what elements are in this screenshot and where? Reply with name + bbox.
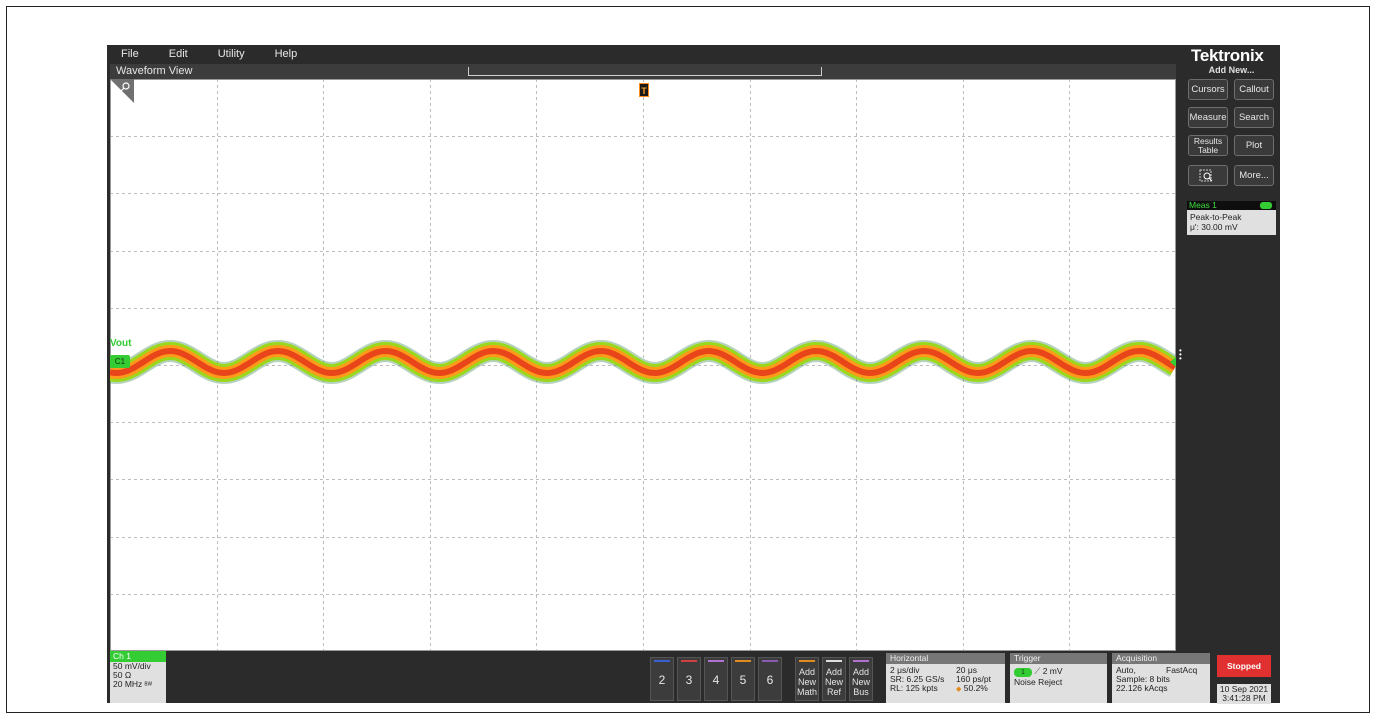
bandwidth-limit-icon: ᴮᵂ — [145, 682, 152, 689]
results-table-button[interactable]: Results Table — [1188, 135, 1228, 156]
callout-button[interactable]: Callout — [1234, 79, 1274, 100]
measurement-value: μ': 30.00 mV — [1190, 222, 1273, 232]
acquisition-count: 22.126 kAcqs — [1116, 684, 1168, 693]
horizontal-position: ◆ 50.2% — [956, 684, 988, 694]
trigger-badge[interactable]: Trigger 1 ⟋ 2 mV Noise Reject — [1010, 653, 1107, 703]
trigger-position-small-icon: ◆ — [956, 686, 961, 693]
add-new-bus-button[interactable]: Add New Bus — [849, 657, 873, 701]
acquisition-badge[interactable]: Acquisition Auto, FastAcq Sample: 8 bits… — [1112, 653, 1210, 703]
trigger-source-chip: 1 — [1014, 668, 1032, 677]
channel2-button[interactable]: 2 — [650, 657, 674, 701]
more-button[interactable]: More... — [1234, 165, 1274, 186]
channel5-button[interactable]: 5 — [731, 657, 755, 701]
menu-edit[interactable]: Edit — [155, 48, 188, 60]
channel1-label: Vout — [110, 338, 131, 349]
search-button[interactable]: Search — [1234, 107, 1274, 128]
channel1-offset-handle[interactable]: C1 — [110, 355, 130, 368]
zoom-icon — [1198, 169, 1218, 183]
horizontal-record-length: RL: 125 kpts — [890, 684, 938, 693]
horizontal-badge[interactable]: Horizontal 2 μs/div 20 μs SR: 6.25 GS/s … — [886, 653, 1005, 703]
channel-chip-icon — [1260, 202, 1272, 209]
right-panel: Tektronix Add New... Cursors Callout Mea… — [1183, 45, 1280, 645]
rising-edge-icon: ⟋ — [1034, 666, 1040, 676]
trigger-level: 2 mV — [1043, 666, 1063, 676]
zoom-button[interactable] — [1188, 165, 1228, 186]
acquisition-title: Acquisition — [1112, 653, 1210, 664]
record-view-bracket[interactable] — [468, 67, 822, 76]
waveform-view-title: Waveform View — [116, 65, 192, 77]
channel1-bandwidth: 20 MHz ᴮᵂ — [110, 680, 166, 690]
measurement-badge-header[interactable]: Meas 1 — [1187, 201, 1276, 210]
settings-bar: Ch 1 50 mV/div 50 Ω 20 MHz ᴮᵂ 2 3 4 5 6 … — [107, 651, 1280, 703]
measure-button[interactable]: Measure — [1188, 107, 1228, 128]
channel4-button[interactable]: 4 — [704, 657, 728, 701]
channel3-button[interactable]: 3 — [677, 657, 701, 701]
tektronix-logo: Tektronix — [1191, 46, 1264, 66]
trigger-marker[interactable]: T — [639, 83, 649, 97]
horizontal-title: Horizontal — [886, 653, 1005, 664]
run-stop-button[interactable]: Stopped — [1217, 655, 1271, 677]
waveform-plot[interactable]: T Vout C1 — [110, 79, 1176, 651]
cursors-button[interactable]: Cursors — [1188, 79, 1228, 100]
screenshot-frame: File Edit Utility Help Waveform View T V… — [6, 6, 1370, 713]
measurement-badge[interactable]: Peak-to-Peak μ': 30.00 mV — [1187, 210, 1276, 235]
channel1-badge[interactable]: Ch 1 50 mV/div 50 Ω 20 MHz ᴮᵂ — [110, 651, 166, 703]
results-table-line2: Table — [1198, 145, 1218, 155]
add-new-math-button[interactable]: Add New Math — [795, 657, 819, 701]
time-text: 3:41:28 PM — [1217, 694, 1271, 703]
zoom-corner-icon[interactable] — [110, 79, 134, 103]
date-time-badge[interactable]: 10 Sep 2021 3:41:28 PM — [1217, 684, 1271, 704]
plot-button[interactable]: Plot — [1234, 135, 1274, 156]
menu-utility[interactable]: Utility — [204, 48, 245, 60]
waveform-graticule — [110, 79, 1176, 651]
acquisition-type: FastAcq — [1166, 666, 1197, 675]
measurement-type: Peak-to-Peak — [1190, 212, 1273, 222]
menu-bar: File Edit Utility Help — [107, 45, 1179, 63]
trigger-title: Trigger — [1010, 653, 1107, 664]
channel6-button[interactable]: 6 — [758, 657, 782, 701]
trigger-setting: 1 ⟋ 2 mV — [1014, 667, 1063, 677]
oscilloscope-display: File Edit Utility Help Waveform View T V… — [107, 45, 1280, 703]
add-new-heading: Add New... — [1183, 65, 1280, 75]
trigger-mode: Noise Reject — [1014, 678, 1062, 687]
menu-help[interactable]: Help — [261, 48, 298, 60]
waveform-view-titlebar: Waveform View — [110, 64, 1176, 79]
menu-file[interactable]: File — [107, 48, 139, 60]
measurement-name: Meas 1 — [1189, 200, 1217, 210]
add-new-ref-button[interactable]: Add New Ref — [822, 657, 846, 701]
